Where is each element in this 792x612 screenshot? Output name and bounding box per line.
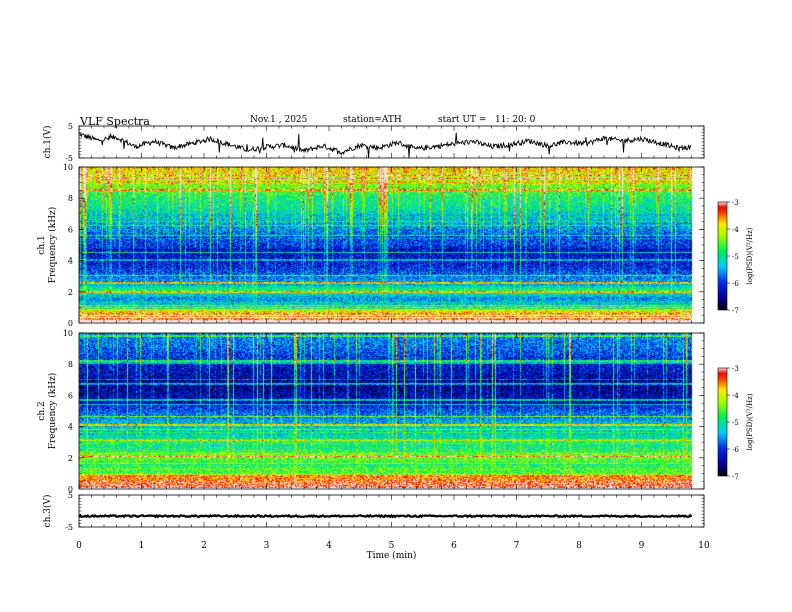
ch1-ytick-label: -5 <box>65 154 73 163</box>
colorbar-ch2-tick-label: -5 <box>732 419 739 427</box>
ch1-spectrogram-panel: 0 2 4 6 8 10 ch.1 Frequency (kHz) <box>37 163 705 328</box>
colorbar-ch1-tick-label: -4 <box>732 226 739 234</box>
x-tick-label: 4 <box>326 541 332 551</box>
ch1-spec-ytick-label: 2 <box>68 288 73 297</box>
station-label: station=ATH <box>343 115 402 125</box>
x-tick-label: 7 <box>514 541 520 551</box>
x-tick-label: 9 <box>639 541 645 551</box>
ch1-spec-ytick-label: 4 <box>68 257 73 266</box>
ch2-spec-channel-label: ch.2 <box>37 401 47 420</box>
x-tick-label: 0 <box>76 541 82 551</box>
start-ut-value: 11: 20: 0 <box>494 115 536 125</box>
colorbar-ch1-label: log(PSD)(V²/Hz) <box>746 227 754 284</box>
x-tick-label: 1 <box>139 541 145 551</box>
ch2-spec-ytick-label: 6 <box>68 391 73 400</box>
ch2-spec-ytick-label: 2 <box>68 454 73 463</box>
ch1-spec-frame <box>78 166 705 324</box>
colorbar-ch2-tick-label: -4 <box>732 392 739 400</box>
chart-title: VLF Spectra <box>80 115 150 128</box>
colorbar-ch1-tick-label: -7 <box>732 307 739 315</box>
ch2-spec-ytick-label: 0 <box>68 485 73 494</box>
ch2-spec-ylabel: Frequency (kHz) <box>47 373 58 450</box>
x-tick-label: 5 <box>389 541 395 551</box>
ch1-spec-ytick-label: 10 <box>63 163 73 172</box>
colorbar-ch2-tick-label: -7 <box>732 473 739 481</box>
x-tick-label: 2 <box>201 541 207 551</box>
colorbar-ch1-scale <box>717 201 728 311</box>
colorbar-ch2-scale <box>717 367 728 477</box>
date-label: Nov.1 , 2025 <box>250 115 308 125</box>
ch3-ytick-label: 5 <box>68 491 73 500</box>
ch1-spectrogram-image <box>79 167 693 322</box>
ch3-series-line <box>78 513 693 519</box>
ch2-spec-ytick-label: 8 <box>68 360 73 369</box>
ch2-spectrogram-image <box>79 333 693 488</box>
ch1-spec-channel-label: ch.1 <box>37 235 47 254</box>
colorbar-ch1-tick-label: -6 <box>732 280 739 288</box>
colorbar-ch1-tick-label: -3 <box>732 199 739 207</box>
x-tick-label: 10 <box>698 541 710 551</box>
ch3-panel: 5 -5 ch.3(V) <box>42 491 705 532</box>
start-ut-prefix: start UT = <box>438 115 487 125</box>
ch1-ylabel: ch.1(V) <box>42 126 53 159</box>
x-tick-label: 3 <box>264 541 270 551</box>
ch1-spec-ytick-label: 0 <box>68 319 73 328</box>
ch1-series-line <box>78 132 692 159</box>
ch1-spec-ytick-label: 8 <box>68 194 73 203</box>
colorbar-ch2-tick-label: -3 <box>732 365 739 373</box>
colorbar-ch2: -3 -4 -5 -6 -7 log(PSD)(V²/Hz) <box>717 365 754 481</box>
start-time-label: start UT = 11: 20: 0 <box>438 115 535 125</box>
ch1-spec-ylabel: Frequency (kHz) <box>47 207 58 284</box>
ch1-spec-ytick-label: 6 <box>68 225 73 234</box>
colorbar-ch2-label: log(PSD)(V²/Hz) <box>746 393 754 450</box>
time-axis: 0 1 2 3 4 5 6 7 8 9 10 Time (min) <box>76 541 710 561</box>
ch1-panel: 5 -5 ch.1(V) <box>42 122 705 163</box>
x-tick-label: 6 <box>451 541 457 551</box>
ch1-ytick-label: 5 <box>68 122 73 131</box>
ch3-ytick-label: -5 <box>65 523 73 532</box>
colorbar-ch1-tick-label: -5 <box>732 253 739 261</box>
ch2-spec-ytick-label: 10 <box>63 329 73 338</box>
x-tick-label: 8 <box>576 541 582 551</box>
colorbar-ch2-tick-label: -6 <box>732 446 739 454</box>
colorbar-ch1: -3 -4 -5 -6 -7 log(PSD)(V²/Hz) <box>717 199 754 315</box>
ch2-spec-frame <box>78 332 705 490</box>
ch2-spectrogram-panel: 0 2 4 6 8 10 ch.2 Frequency (kHz) <box>37 329 705 494</box>
ch2-spec-ytick-label: 4 <box>68 423 73 432</box>
ch3-ylabel: ch.3(V) <box>42 495 53 528</box>
x-axis-label: Time (min) <box>367 550 417 561</box>
